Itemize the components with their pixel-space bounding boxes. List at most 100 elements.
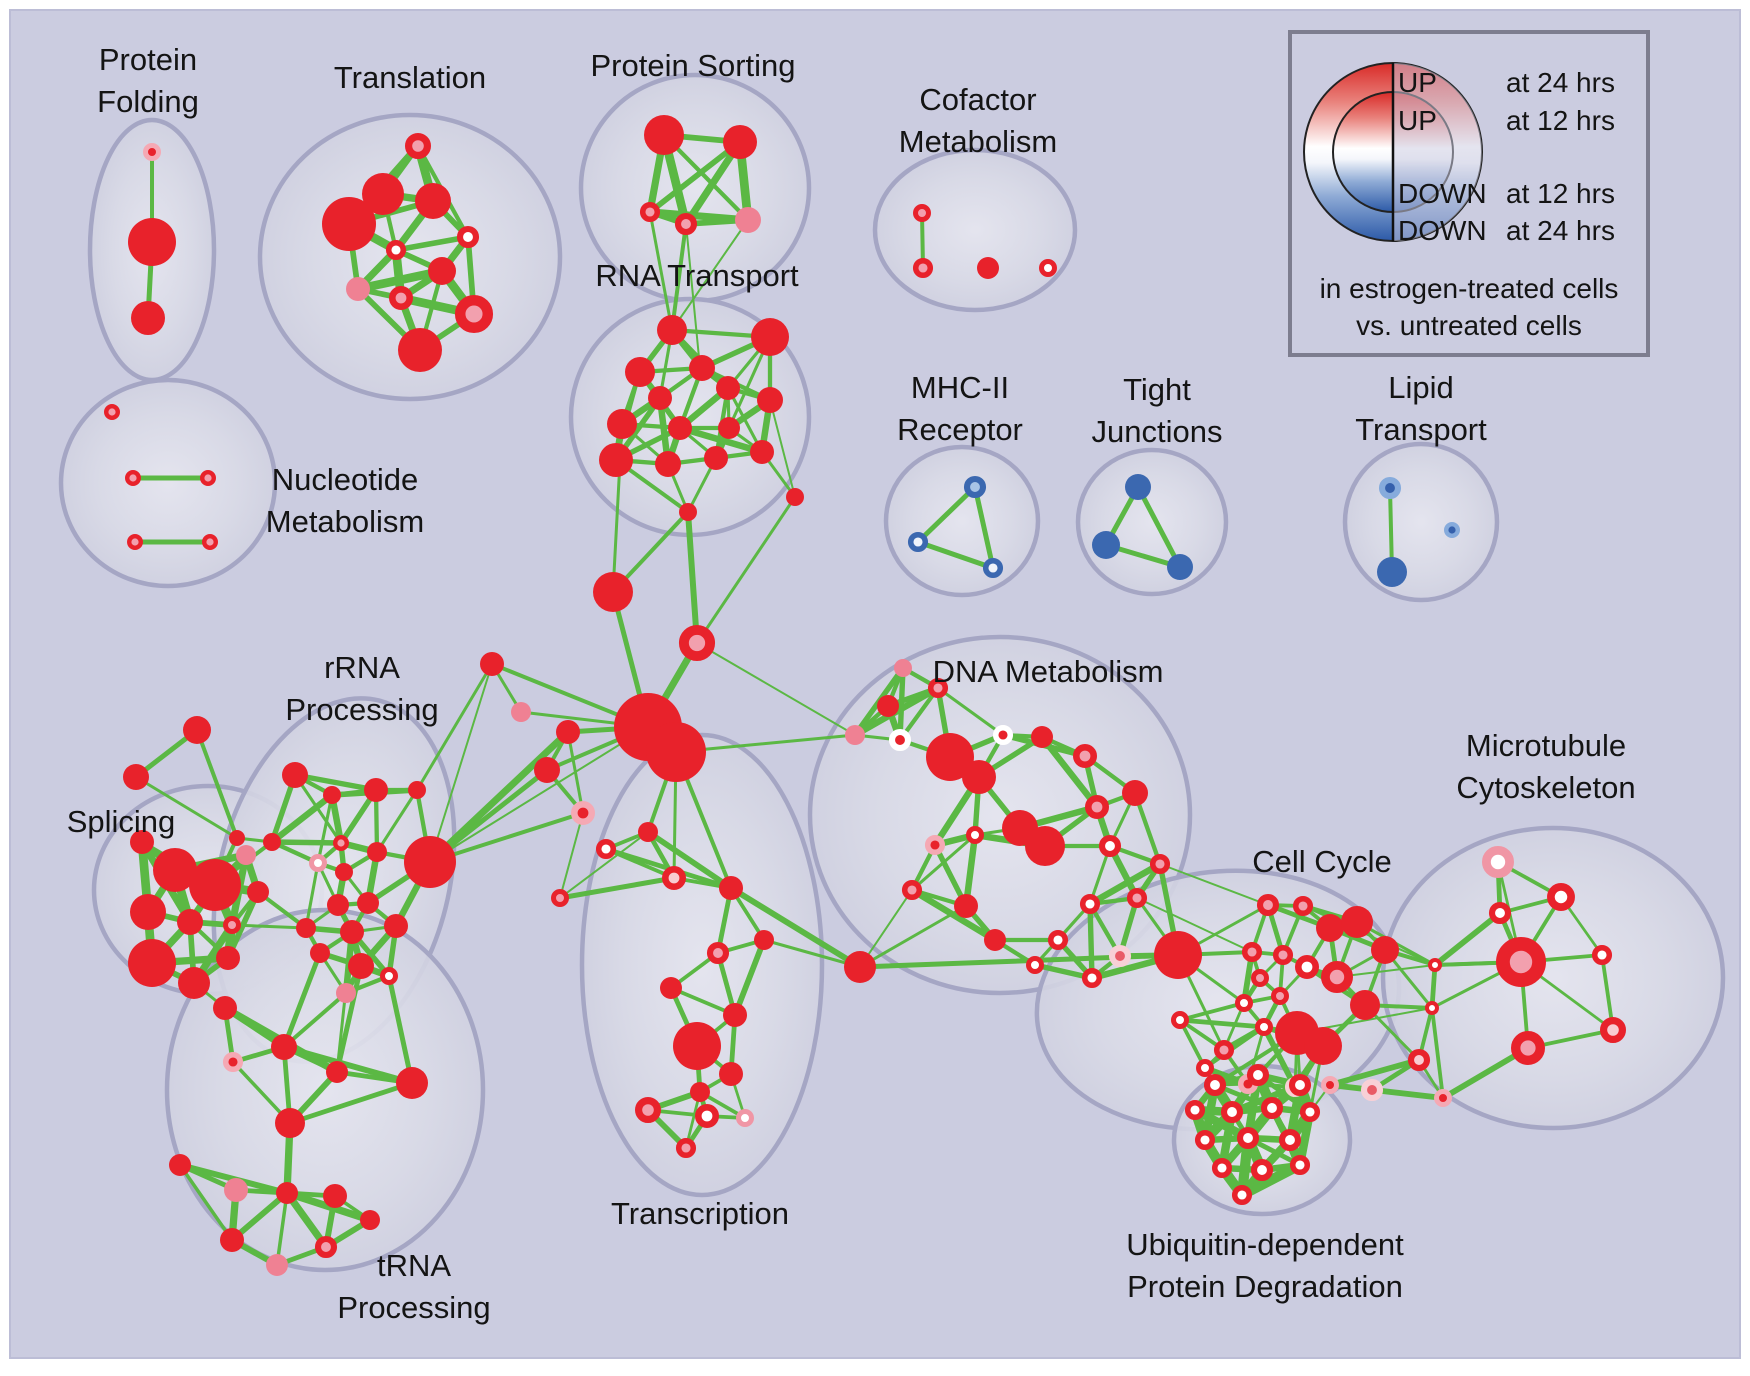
node-dna-metabolism xyxy=(924,834,946,856)
node-ubiquitin-degradation xyxy=(1184,1099,1206,1121)
node-nucleotide-metabolism xyxy=(124,470,141,487)
edge xyxy=(134,775,239,840)
node-nucleotide-metabolism xyxy=(126,534,143,551)
node-ubiquitin-degradation xyxy=(1203,1073,1227,1097)
node-protein-folding xyxy=(128,218,176,266)
edge xyxy=(292,772,379,793)
edge xyxy=(283,1189,374,1224)
node-cofactor-metabolism xyxy=(912,257,934,279)
edge xyxy=(670,222,688,332)
cluster-label-protein-folding: Folding xyxy=(97,84,199,119)
node-protein-sorting xyxy=(644,115,684,155)
node-rrna-processing xyxy=(336,983,356,1003)
node-transcription xyxy=(754,930,774,950)
edge xyxy=(1429,962,1438,1011)
node-translation xyxy=(362,173,404,215)
node-trna-processing xyxy=(220,1228,244,1252)
node-rrna-processing xyxy=(348,953,374,979)
node-rna-transport xyxy=(625,357,655,387)
legend-direction-label: UP xyxy=(1398,67,1437,98)
node-ubiquitin-degradation xyxy=(1236,1126,1260,1150)
node-rna-transport xyxy=(657,315,687,345)
cluster-label-rrna-processing: rRNA xyxy=(324,650,400,685)
cluster-label-rrna-processing: Processing xyxy=(285,692,438,727)
node-dna-metabolism xyxy=(1149,853,1171,875)
node-rna-transport xyxy=(704,446,728,470)
node-cell-cycle xyxy=(1295,954,1320,979)
node-dna-metabolism xyxy=(954,894,978,918)
node-microtubule-cytoskeleton xyxy=(1425,1001,1439,1015)
edge xyxy=(1261,1024,1298,1090)
node-rrna-processing xyxy=(384,914,408,938)
node-rrna-processing xyxy=(340,920,364,944)
node-microtubule-cytoskeleton xyxy=(1434,1089,1452,1107)
node-cell-cycle xyxy=(1255,1018,1273,1036)
node-translation xyxy=(454,294,494,334)
node-dna-metabolism xyxy=(888,728,912,752)
node-transcription xyxy=(690,1082,710,1102)
node-rrna-processing xyxy=(364,778,388,802)
cluster-label-microtubule-cytoskeleton: Cytoskeleton xyxy=(1456,770,1635,805)
cluster-label-translation: Translation xyxy=(334,60,486,95)
node-connectors xyxy=(678,624,716,662)
node-splicing xyxy=(130,830,154,854)
node-connectors xyxy=(679,503,697,521)
node-dna-metabolism xyxy=(1025,826,1065,866)
cluster-label-cofactor-metabolism: Cofactor xyxy=(919,82,1036,117)
cluster-label-transcription: Transcription xyxy=(611,1196,789,1231)
node-rna-transport xyxy=(750,440,774,464)
node-dna-metabolism xyxy=(992,724,1014,746)
edge xyxy=(1135,484,1183,570)
cluster-label-rna-transport: RNA Transport xyxy=(595,258,799,293)
legend-time-label: at 24 hrs xyxy=(1506,67,1615,98)
node-rna-transport xyxy=(751,318,789,356)
node-microtubule-cytoskeleton xyxy=(1407,1048,1431,1072)
edge xyxy=(287,1080,415,1126)
edge xyxy=(429,726,649,863)
edge xyxy=(1159,863,1269,906)
node-dna-metabolism xyxy=(1154,931,1202,979)
node-dna-metabolism xyxy=(1081,967,1103,989)
edge xyxy=(275,1191,289,1267)
node-rrna-processing xyxy=(404,836,456,888)
cluster-label-dna-metabolism: DNA Metabolism xyxy=(933,654,1164,689)
node-microtubule-cytoskeleton xyxy=(1591,944,1613,966)
cluster-label-protein-folding: Protein xyxy=(99,42,197,77)
node-microtubule-cytoskeleton xyxy=(1428,958,1442,972)
edge xyxy=(645,829,734,891)
node-cofactor-metabolism xyxy=(1039,259,1057,277)
node-transcription xyxy=(634,1096,661,1123)
node-rna-transport xyxy=(607,409,637,439)
edge xyxy=(685,223,701,369)
node-ubiquitin-degradation xyxy=(1246,1063,1270,1087)
node-transcription xyxy=(694,1104,719,1129)
node-connectors xyxy=(229,830,245,846)
node-ubiquitin-degradation xyxy=(1220,1100,1244,1124)
edge xyxy=(696,642,856,736)
node-trna-processing xyxy=(271,1034,297,1060)
edge xyxy=(1430,1006,1445,1100)
cluster-label-tight-junctions: Tight xyxy=(1123,372,1191,407)
node-ubiquitin-degradation xyxy=(1211,1157,1233,1179)
node-trna-processing xyxy=(396,1067,428,1099)
node-connectors xyxy=(593,572,633,612)
node-protein-folding xyxy=(143,143,161,161)
node-lipid-transport xyxy=(1377,557,1407,587)
legend-time-label: at 24 hrs xyxy=(1506,215,1615,246)
node-transcription xyxy=(673,1022,721,1070)
legend-translucent-half xyxy=(1393,63,1482,241)
node-rna-transport xyxy=(648,386,672,410)
node-connectors xyxy=(123,764,149,790)
node-dna-metabolism xyxy=(1031,726,1053,748)
node-rrna-processing xyxy=(296,918,316,938)
node-cell-cycle xyxy=(1371,936,1399,964)
edge xyxy=(304,861,320,930)
node-trna-processing xyxy=(169,1154,191,1176)
node-cell-cycle xyxy=(1316,914,1344,942)
node-dna-metabolism xyxy=(926,733,974,781)
node-dna-metabolism xyxy=(894,659,912,677)
legend-time-label: at 12 hrs xyxy=(1506,178,1615,209)
node-rrna-processing xyxy=(282,762,308,788)
edge xyxy=(334,963,364,1075)
node-transcription xyxy=(638,822,658,842)
